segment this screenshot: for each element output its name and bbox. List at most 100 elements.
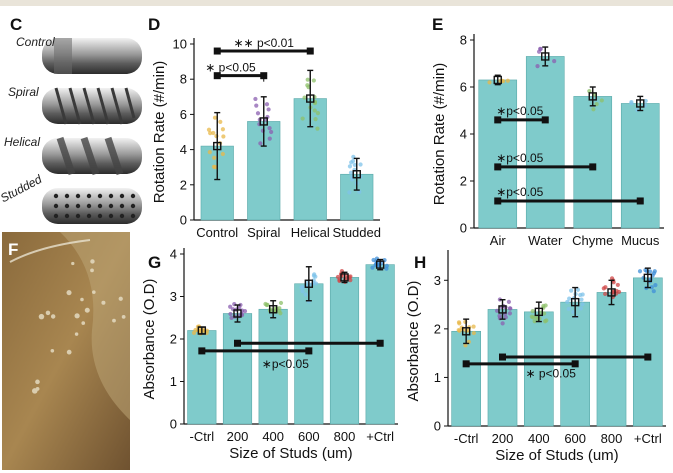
y-tick-label: 3 [434, 273, 441, 288]
capsule-stud [108, 213, 114, 219]
x-tick-label: 800 [601, 431, 623, 446]
data-point [456, 320, 462, 325]
data-point [587, 89, 592, 94]
tissue-stud-mark [66, 349, 72, 355]
data-point [312, 272, 317, 277]
bracket-end [541, 116, 549, 124]
tissue-stud-mark [66, 290, 72, 296]
data-point [456, 327, 461, 333]
data-point [494, 308, 500, 313]
mean-marker [304, 279, 314, 288]
data-point [542, 311, 547, 316]
significance-label: ∗p<0.05 [496, 104, 543, 118]
capsule-stud [53, 193, 59, 199]
bracket-end [376, 339, 384, 347]
mean-marker [541, 52, 550, 61]
x-tick-label: Spiral [247, 225, 280, 240]
tissue-stud-mark [38, 313, 45, 320]
capsule-stud [53, 213, 59, 219]
data-point [300, 285, 305, 290]
data-point [653, 283, 658, 288]
x-tick-label: Air [490, 233, 507, 248]
y-tick-label: 0 [170, 417, 177, 432]
bracket-end [589, 163, 597, 171]
capsule-stud [86, 213, 92, 219]
y-tick-label: 0 [434, 419, 441, 434]
y-tick-label: 2 [434, 321, 441, 336]
capsule-stud [130, 213, 136, 219]
data-point [532, 319, 537, 324]
data-point [350, 158, 356, 164]
data-point [536, 49, 542, 54]
tissue-stud-mark [84, 307, 90, 313]
capsule-stud [75, 213, 81, 219]
y-tick-label: 8 [180, 72, 187, 87]
data-point [603, 291, 608, 297]
tissue-stud-mark [92, 290, 96, 294]
data-point [569, 288, 574, 293]
y-tick-label: 4 [170, 247, 177, 262]
mean-marker [461, 327, 471, 336]
bar [596, 292, 627, 427]
bar [222, 313, 253, 425]
y-tick-label: 10 [173, 37, 187, 52]
capsule-stud [119, 203, 125, 209]
data-point [643, 267, 648, 273]
data-point [580, 302, 585, 307]
panel-label-d: D [148, 15, 160, 34]
data-point [229, 315, 234, 321]
y-axis-label: Rotation Rate (#/min) [151, 61, 168, 204]
data-point [463, 343, 468, 348]
tissue-stud-mark [71, 261, 75, 266]
data-point [269, 129, 274, 135]
chart-d: 0 2 4 6 8 10 Rotation Rate (#/min) Control Spira… [151, 36, 381, 240]
data-point [615, 282, 620, 288]
x-tick-label: -Ctrl [454, 431, 479, 446]
data-point [220, 151, 225, 157]
x-tick-label: -Ctrl [190, 429, 215, 444]
data-point [193, 327, 198, 333]
data-point [242, 309, 248, 314]
bar [329, 277, 360, 425]
tissue-stud-mark [112, 318, 116, 323]
capsule-stud [75, 203, 81, 209]
capsule-stud [64, 203, 70, 209]
data-point [649, 285, 654, 290]
x-tick-label: Mucus [621, 233, 660, 248]
data-point [552, 59, 557, 64]
y-tick-label: 0 [180, 213, 187, 228]
top-image-strip [0, 0, 673, 6]
data-point [228, 304, 233, 309]
y-tick-label: 0 [460, 221, 467, 236]
x-tick-label: 200 [492, 431, 514, 446]
data-point [315, 126, 320, 131]
data-point [305, 77, 310, 82]
data-point [500, 321, 505, 326]
capsule-stud [119, 193, 125, 199]
data-point [300, 116, 305, 121]
data-point [278, 311, 283, 316]
capsule-stud [130, 203, 136, 209]
chart-g: 0 1 2 3 4 Absorbance (O.D) Size of Studs (um)-… [141, 247, 398, 462]
tissue-stud-mark [74, 332, 79, 336]
mean-marker [493, 75, 502, 85]
capsule-studded-label: Studded [0, 172, 44, 206]
data-point [267, 136, 272, 141]
x-tick-label: Control [196, 225, 238, 240]
tissue-stud-mark [81, 321, 86, 325]
x-tick-label: 400 [528, 431, 550, 446]
mean-marker [534, 307, 544, 317]
mean-marker [340, 273, 349, 282]
y-axis-label: Rotation Rate (#/min) [431, 63, 448, 206]
data-point [258, 141, 263, 146]
data-point [530, 309, 535, 314]
data-point [591, 107, 596, 112]
data-point [266, 107, 271, 112]
data-point [506, 299, 512, 304]
data-point [305, 83, 310, 88]
bracket-end [198, 347, 206, 355]
x-tick-label: Chyme [572, 233, 613, 248]
data-point [347, 190, 352, 195]
bracket-end [644, 353, 652, 361]
bracket-end [494, 197, 502, 205]
